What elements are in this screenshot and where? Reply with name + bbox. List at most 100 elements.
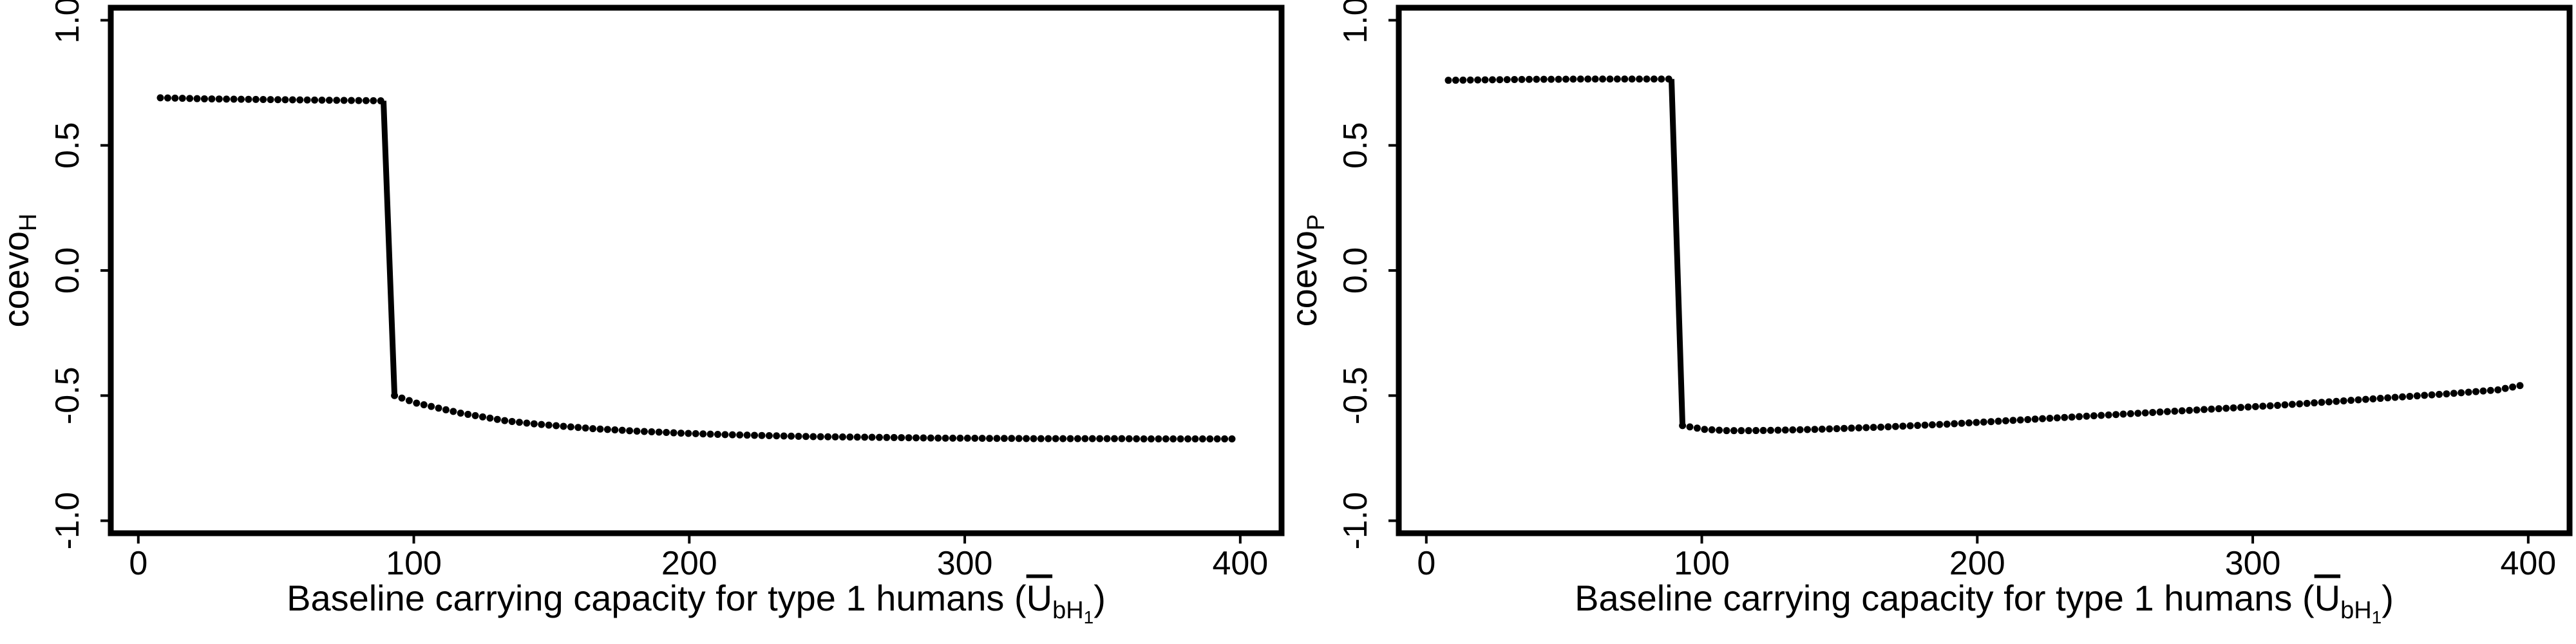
data-point-interp [648, 428, 656, 435]
data-point-interp [252, 95, 260, 103]
data-point-interp [1951, 420, 1958, 428]
data-point-interp [692, 430, 699, 437]
data-point [1511, 76, 1519, 84]
data-point-interp [508, 417, 516, 425]
data-point-interp [486, 414, 494, 422]
data-point [1789, 426, 1797, 434]
data-point-interp [1636, 75, 1643, 83]
data-point-interp [538, 421, 545, 428]
data-point-interp [1148, 435, 1155, 443]
data-point-interp [1081, 435, 1089, 442]
data-point-interp [1177, 435, 1184, 443]
x-tick-label: 300 [2225, 545, 2281, 582]
data-point-interp [281, 96, 289, 104]
data-point-interp [1110, 435, 1118, 442]
data-point-interp [2105, 411, 2112, 419]
data-point-interp [442, 406, 450, 413]
data-point [1206, 435, 1214, 443]
data-point-interp [362, 97, 370, 104]
data-point [1943, 421, 1951, 428]
data-point [333, 97, 341, 104]
data-point-interp [2002, 417, 2010, 424]
x-tick-label: 100 [1674, 545, 1730, 582]
data-point [1444, 77, 1452, 84]
data-point-interp [2222, 404, 2230, 412]
data-point-interp [1781, 426, 1789, 434]
data-point [2494, 386, 2502, 393]
data-point-interp [260, 95, 267, 103]
data-point-interp [464, 410, 472, 418]
data-point-interp [868, 433, 876, 441]
data-point-interp [2311, 399, 2318, 407]
data-point [391, 392, 399, 399]
data-point-interp [861, 433, 869, 441]
data-point-interp [1752, 427, 1760, 435]
data-point-interp [1708, 426, 1716, 433]
x-tick-label: 0 [1417, 545, 1435, 582]
x-tick-label: 200 [661, 545, 717, 582]
y-tick-label: -0.5 [1337, 366, 1374, 424]
data-point [2516, 382, 2524, 390]
data-point-interp [2149, 408, 2157, 416]
data-point-interp [340, 97, 348, 104]
data-point-interp [2443, 390, 2450, 398]
data-point [2362, 395, 2369, 403]
data-point-interp [1658, 75, 1665, 83]
data-point [2428, 391, 2436, 399]
data-point [898, 434, 905, 442]
data-point [435, 404, 442, 412]
y-axis-title: coevoP [1283, 214, 1330, 327]
data-point-interp [1059, 435, 1067, 442]
data-point-interp [274, 96, 282, 104]
data-point [1701, 426, 1709, 433]
data-point [2186, 406, 2193, 414]
data-point [1899, 422, 1907, 430]
data-point-interp [237, 95, 245, 103]
data-point-interp [2281, 401, 2289, 409]
data-point-interp [1730, 427, 1738, 435]
data-point [2274, 401, 2282, 409]
data-point-interp [2244, 403, 2252, 411]
data-point-interp [780, 432, 788, 440]
data-point-interp [2325, 398, 2333, 406]
data-point-interp [1906, 422, 1914, 430]
data-point-interp [640, 428, 648, 435]
data-point-interp [493, 415, 501, 423]
data-point-interp [1804, 426, 1812, 433]
data-point-interp [993, 435, 1001, 442]
data-point-interp [2333, 397, 2340, 405]
x-tick-label: 200 [1949, 545, 2005, 582]
data-point-interp [420, 401, 428, 409]
data-point-interp [2303, 399, 2311, 407]
data-point-interp [1481, 76, 1489, 84]
data-point-interp [516, 419, 524, 426]
data-point-interp [795, 432, 802, 440]
data-point [1811, 426, 1819, 433]
data-point [1488, 76, 1496, 84]
data-point [1855, 424, 1862, 431]
data-point-interp [758, 431, 766, 439]
data-point-interp [560, 422, 567, 430]
data-point-interp [2046, 415, 2054, 422]
data-point-interp [714, 431, 722, 439]
data-point [156, 94, 164, 102]
data-point [413, 399, 421, 407]
data-point [1577, 75, 1584, 83]
data-point-interp [2501, 384, 2509, 392]
data-point [2053, 414, 2061, 422]
data-point [2119, 410, 2127, 418]
data-point [1833, 425, 1841, 433]
data-point [1533, 75, 1540, 83]
data-point-interp [574, 424, 582, 431]
data-point-interp [2215, 405, 2222, 413]
data-point [1074, 435, 1081, 442]
data-point-interp [1884, 423, 1892, 431]
data-point-interp [846, 433, 854, 441]
y-axis-title: coevoH [0, 214, 42, 328]
data-point-interp [685, 430, 692, 437]
data-point [831, 433, 839, 440]
data-point-interp [603, 426, 611, 433]
data-point [853, 433, 861, 441]
data-point-interp [618, 426, 626, 434]
data-point-interp [2479, 387, 2487, 395]
